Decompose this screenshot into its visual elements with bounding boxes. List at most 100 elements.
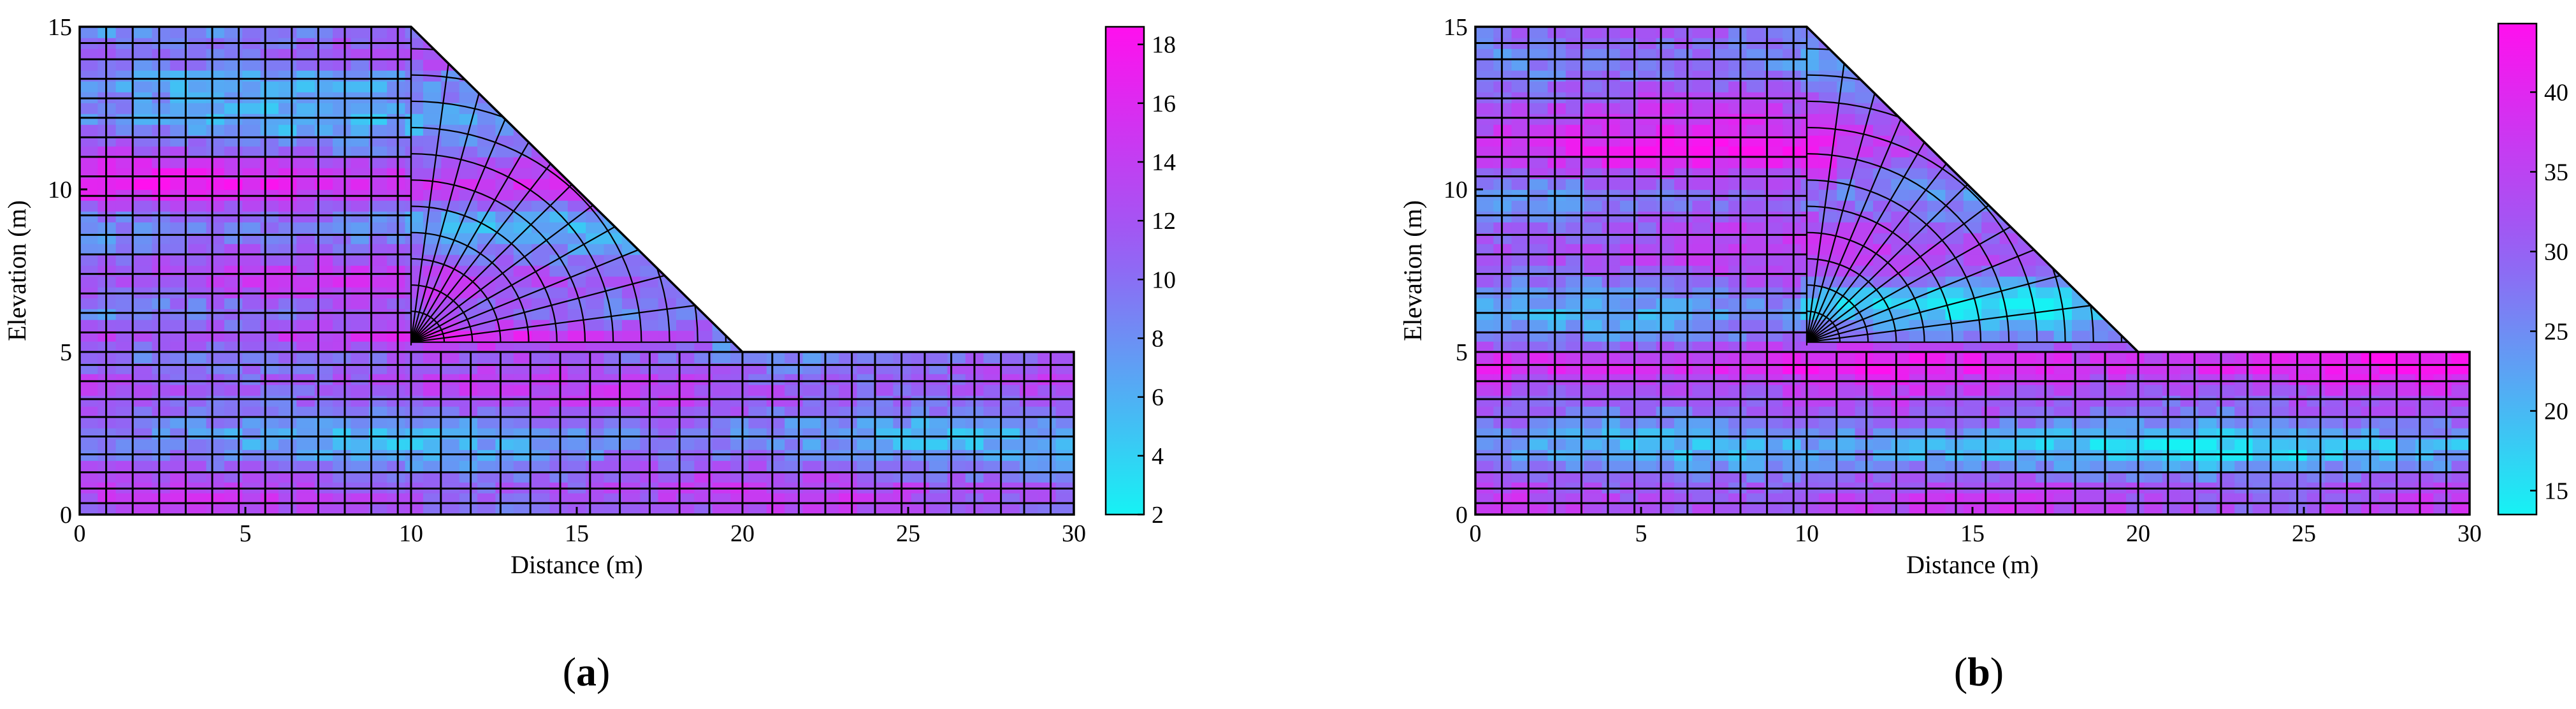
- field-cell: [188, 428, 207, 439]
- field-cell: [1547, 395, 1567, 407]
- field-cell: [1602, 146, 1621, 157]
- field-cell: [2162, 330, 2181, 342]
- field-cell: [1547, 319, 1567, 331]
- field-cell: [2379, 179, 2398, 190]
- field-cell: [532, 200, 551, 212]
- field-cell: [712, 179, 731, 190]
- field-cell: [1873, 428, 1892, 439]
- field-cell: [2252, 428, 2271, 439]
- field-cell: [2198, 504, 2217, 515]
- field-cell: [857, 319, 876, 331]
- field-cell: [2108, 265, 2127, 277]
- field-cell: [730, 222, 749, 233]
- field-cell: [242, 244, 261, 255]
- field-cell: [586, 439, 605, 450]
- field-cell: [2072, 146, 2091, 157]
- field-cell: [712, 211, 731, 223]
- field-cell: [1728, 113, 1747, 125]
- field-cell: [1837, 471, 1856, 483]
- field-cell: [2252, 189, 2271, 201]
- field-cell: [1981, 341, 2001, 353]
- field-cell: [2053, 103, 2073, 114]
- field-cell: [1710, 276, 1729, 288]
- field-cell: [1511, 276, 1530, 288]
- field-cell: [2252, 70, 2271, 82]
- field-cell: [983, 276, 1002, 288]
- field-cell: [279, 27, 298, 38]
- field-cell: [1891, 157, 1910, 168]
- field-cell: [1963, 124, 1982, 136]
- field-cell: [296, 352, 315, 363]
- field-cell: [405, 168, 424, 179]
- field-cell: [875, 146, 894, 157]
- y-tick-label: 5: [60, 339, 72, 366]
- field-cell: [748, 265, 767, 277]
- field-cell: [513, 179, 532, 190]
- field-cell: [875, 330, 894, 342]
- field-cell: [1038, 395, 1057, 407]
- field-cell: [333, 113, 352, 125]
- field-cell: [748, 439, 767, 450]
- field-cell: [188, 168, 207, 179]
- field-cell: [2198, 417, 2217, 428]
- field-cell: [1710, 157, 1729, 168]
- field-cell: [405, 179, 424, 190]
- field-cell: [134, 48, 153, 60]
- field-cell: [1584, 352, 1603, 363]
- field-cell: [2379, 38, 2398, 49]
- field-cell: [1692, 103, 1711, 114]
- field-cell: [2415, 309, 2435, 320]
- field-cell: [477, 352, 496, 363]
- field-cell: [224, 222, 243, 233]
- field-cell: [2053, 70, 2073, 82]
- field-cell: [1475, 460, 1494, 472]
- field-cell: [296, 254, 315, 266]
- field-cell: [2198, 244, 2217, 255]
- field-cell: [875, 168, 894, 179]
- field-cell: [206, 374, 225, 385]
- field-cell: [1800, 211, 1820, 223]
- field-cell: [965, 146, 984, 157]
- field-cell: [495, 395, 514, 407]
- field-cell: [115, 48, 134, 60]
- field-cell: [1909, 254, 1928, 266]
- field-cell: [1800, 244, 1820, 255]
- field-cell: [1638, 146, 1657, 157]
- field-cell: [1001, 319, 1020, 331]
- field-cell: [2234, 428, 2254, 439]
- field-cell: [658, 146, 677, 157]
- field-cell: [1909, 417, 1928, 428]
- field-cell: [1656, 27, 1675, 38]
- field-cell: [477, 222, 496, 233]
- field-cell: [640, 27, 659, 38]
- field-cell: [1909, 460, 1928, 472]
- field-cell: [134, 265, 153, 277]
- field-cell: [766, 276, 785, 288]
- field-cell: [1055, 298, 1074, 309]
- field-cell: [983, 70, 1002, 82]
- field-cell: [1530, 428, 1549, 439]
- field-cell: [2343, 374, 2362, 385]
- field-cell: [2180, 319, 2199, 331]
- field-cell: [1001, 27, 1020, 38]
- field-cell: [134, 460, 153, 472]
- field-cell: [206, 504, 225, 515]
- field-cell: [1565, 341, 1584, 353]
- field-cell: [2361, 222, 2380, 233]
- field-cell: [2271, 406, 2290, 418]
- field-cell: [1511, 103, 1530, 114]
- field-cell: [1855, 103, 1874, 114]
- field-cell: [2090, 471, 2109, 483]
- field-cell: [1638, 493, 1657, 504]
- field-cell: [1674, 504, 1693, 515]
- field-cell: [694, 200, 713, 212]
- field-cell: [2379, 103, 2398, 114]
- field-cell: [1038, 319, 1057, 331]
- field-cell: [405, 287, 424, 298]
- field-cell: [567, 244, 586, 255]
- field-cell: [929, 189, 948, 201]
- field-cell: [2343, 200, 2362, 212]
- field-cell: [2397, 341, 2416, 353]
- field-cell: [2090, 27, 2109, 38]
- field-cell: [2162, 395, 2181, 407]
